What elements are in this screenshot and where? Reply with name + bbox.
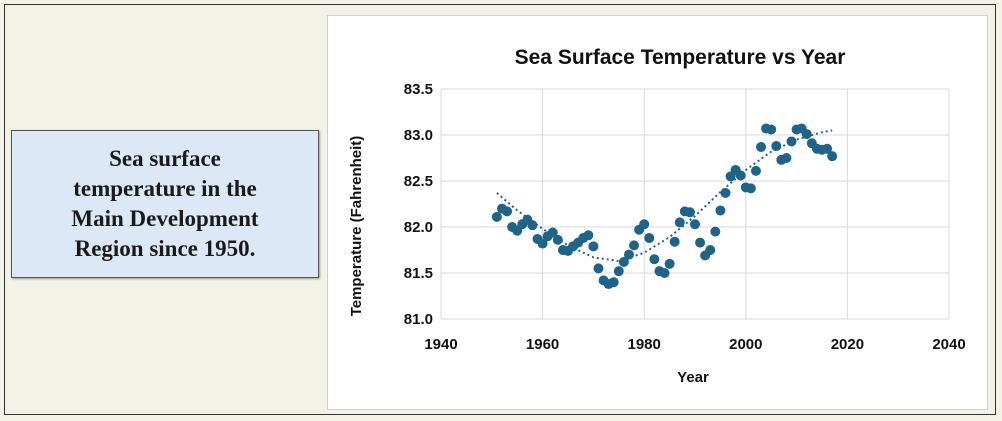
y-tick-label: 82.0 — [404, 219, 433, 236]
x-tick-label: 1940 — [424, 336, 457, 353]
data-point — [786, 136, 797, 147]
chart-panel: Sea Surface Temperature vs Year 81.0 81.5… — [327, 15, 988, 410]
y-tick-label: 81.5 — [404, 265, 433, 282]
data-point — [547, 227, 558, 238]
data-point — [623, 249, 634, 260]
data-point — [756, 141, 767, 152]
data-point — [674, 217, 685, 228]
data-point — [613, 266, 624, 277]
data-point — [695, 237, 706, 248]
data-points — [491, 123, 838, 290]
x-tick-label: 2020 — [831, 336, 864, 353]
data-point — [827, 151, 838, 162]
grid-lines — [440, 88, 950, 320]
tick-labels: 81.0 81.5 82.0 82.5 83.0 83.5 1940 1960 1980 2000… — [404, 81, 966, 353]
data-point — [608, 277, 619, 288]
data-point — [618, 256, 629, 267]
data-point — [629, 240, 640, 251]
data-point — [664, 258, 675, 269]
scatter-chart: Sea Surface Temperature vs Year 81.0 81.5… — [348, 46, 966, 386]
data-point — [669, 236, 680, 247]
data-point — [745, 183, 756, 194]
data-point — [583, 230, 594, 241]
data-point — [491, 211, 502, 222]
data-point — [781, 153, 792, 163]
data-point — [588, 241, 599, 252]
x-tick-label: 1980 — [628, 336, 661, 353]
data-point — [822, 143, 833, 154]
data-point — [537, 238, 548, 249]
y-tick-label: 83.5 — [404, 81, 433, 98]
data-point — [593, 263, 604, 274]
data-point — [527, 220, 538, 231]
data-point — [552, 234, 563, 245]
data-point — [644, 233, 655, 244]
data-point — [766, 124, 777, 135]
data-point — [705, 245, 716, 255]
x-axis-title: Year — [677, 369, 709, 386]
trendline-layer — [496, 129, 833, 263]
y-tick-label: 83.0 — [404, 127, 433, 144]
y-axis-title: Temperature (Fahrenheit) — [348, 136, 365, 317]
x-tick-label: 2000 — [729, 336, 762, 353]
caption-box: Sea surface temperature in the Main Deve… — [11, 130, 319, 278]
data-point — [649, 254, 660, 265]
data-point — [659, 268, 670, 278]
data-point — [502, 206, 513, 217]
x-tick-label: 1960 — [526, 336, 559, 353]
data-point — [715, 205, 726, 216]
data-point — [771, 141, 782, 152]
trendline — [496, 129, 833, 263]
data-point — [720, 187, 731, 198]
data-point — [690, 219, 700, 230]
data-point — [684, 207, 695, 218]
data-point — [750, 165, 761, 176]
x-tick-label: 2040 — [932, 336, 965, 353]
data-point — [710, 226, 721, 237]
y-tick-label: 82.5 — [404, 173, 433, 190]
chart-title: Sea Surface Temperature vs Year — [515, 46, 846, 69]
data-point — [801, 129, 812, 140]
y-tick-label: 81.0 — [404, 311, 433, 328]
caption-text: Sea surface temperature in the Main Deve… — [71, 146, 259, 261]
data-point — [735, 170, 746, 181]
data-point — [639, 219, 650, 230]
